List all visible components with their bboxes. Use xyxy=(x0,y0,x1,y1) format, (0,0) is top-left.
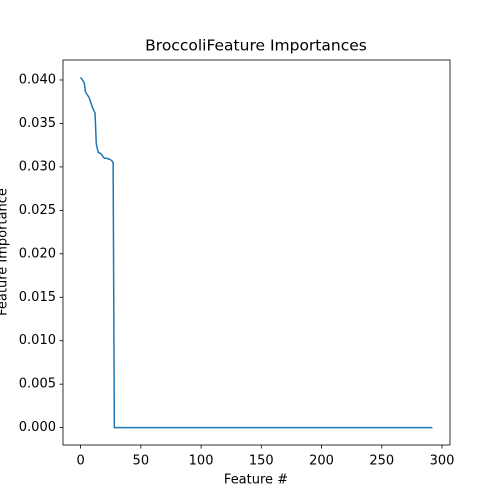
y-tick-label: 0.000 xyxy=(19,420,56,435)
y-tick-label: 0.025 xyxy=(19,203,56,218)
y-axis-label: Feature Importance xyxy=(0,188,11,316)
y-tick-label: 0.010 xyxy=(19,333,56,348)
x-tick-label: 150 xyxy=(249,454,274,469)
x-tick-label: 50 xyxy=(133,454,150,469)
x-tick-label: 200 xyxy=(309,454,334,469)
data-line xyxy=(79,76,433,429)
x-tick-label: 300 xyxy=(430,454,455,469)
x-tick-label: 0 xyxy=(76,454,84,469)
x-tick-label: 100 xyxy=(189,454,214,469)
y-tick-label: 0.015 xyxy=(19,290,56,305)
y-tick-label: 0.020 xyxy=(19,246,56,261)
chart-title: BroccoliFeature Importances xyxy=(145,37,367,55)
y-tick-label: 0.040 xyxy=(19,72,56,87)
axes-frame xyxy=(62,59,451,446)
x-axis-label: Feature # xyxy=(224,473,288,488)
y-tick-label: 0.005 xyxy=(19,377,56,392)
y-tick-label: 0.035 xyxy=(19,116,56,131)
y-tick-label: 0.030 xyxy=(19,159,56,174)
x-tick-label: 250 xyxy=(369,454,394,469)
